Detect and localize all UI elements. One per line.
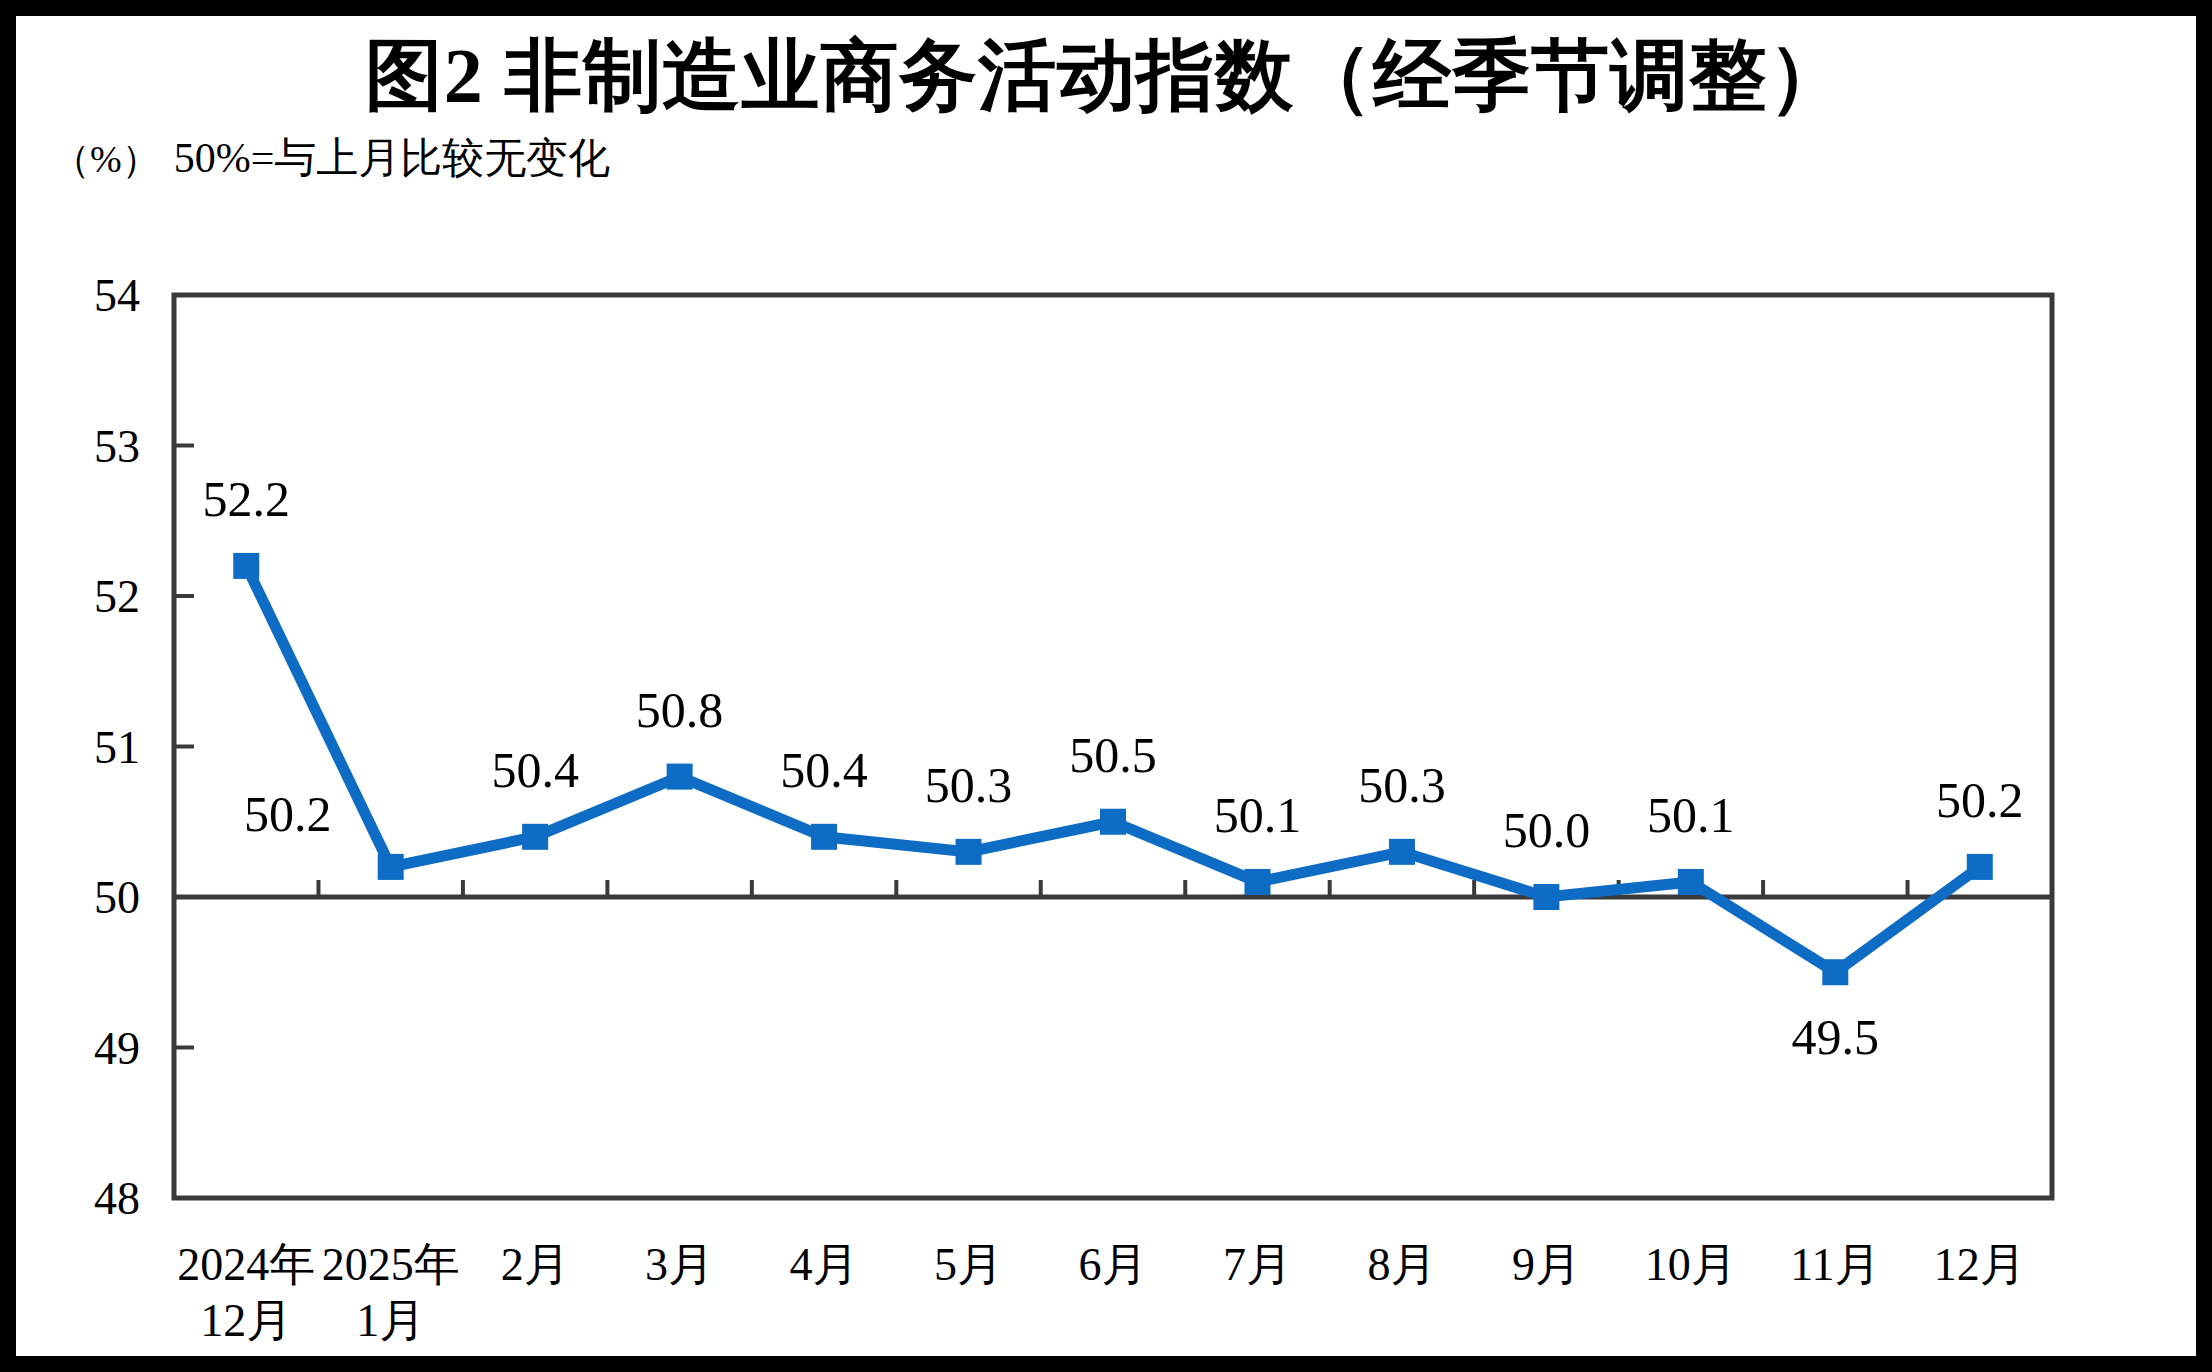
data-point-marker [1389,839,1415,865]
data-point-marker [956,839,982,865]
data-label: 50.1 [1214,787,1302,843]
x-axis-label: 2024年 [177,1239,315,1290]
chart-canvas: 484950515253542024年12月2025年1月2月3月4月5月6月7… [0,0,2212,1372]
x-axis-label: 1月 [356,1295,425,1346]
data-point-marker [1100,809,1126,835]
x-axis-label: 7月 [1223,1239,1292,1290]
x-axis-label: 5月 [934,1239,1003,1290]
y-axis-tick-label: 51 [94,722,140,773]
data-label: 50.4 [780,742,868,798]
data-label: 50.0 [1503,802,1591,858]
data-label: 50.2 [1936,772,2024,828]
data-point-marker [1822,959,1848,985]
data-point-marker [522,824,548,850]
data-point-marker [1244,869,1270,895]
x-axis-label: 9月 [1512,1239,1581,1290]
x-axis-label: 11月 [1790,1239,1880,1290]
x-axis-label: 6月 [1079,1239,1148,1290]
data-point-marker [667,764,693,790]
x-axis-label: 4月 [790,1239,859,1290]
data-label: 50.1 [1647,787,1735,843]
x-axis-label: 3月 [645,1239,714,1290]
y-axis-tick-label: 50 [94,872,140,923]
data-point-marker [378,854,404,880]
data-label: 50.4 [491,742,579,798]
data-point-marker [1678,869,1704,895]
data-point-marker [1967,854,1993,880]
data-point-marker [811,824,837,850]
y-axis-tick-label: 53 [94,421,140,472]
data-point-marker [233,553,259,579]
data-label: 50.5 [1069,727,1157,783]
x-axis-label: 8月 [1367,1239,1436,1290]
x-axis-label: 12月 [200,1295,292,1346]
data-label: 50.3 [925,757,1013,813]
data-label: 50.2 [244,786,332,842]
y-axis-tick-label: 52 [94,571,140,622]
x-axis-label: 10月 [1645,1239,1737,1290]
data-label: 49.5 [1792,1009,1880,1065]
x-axis-label: 2月 [501,1239,570,1290]
x-axis-label: 12月 [1934,1239,2026,1290]
data-label: 52.2 [202,471,290,527]
data-label: 50.3 [1358,757,1446,813]
y-axis-tick-label: 49 [94,1023,140,1074]
data-label: 50.8 [636,682,724,738]
y-axis-tick-label: 54 [94,270,140,321]
y-axis-tick-label: 48 [94,1173,140,1224]
x-axis-label: 2025年 [322,1239,460,1290]
data-point-marker [1533,884,1559,910]
